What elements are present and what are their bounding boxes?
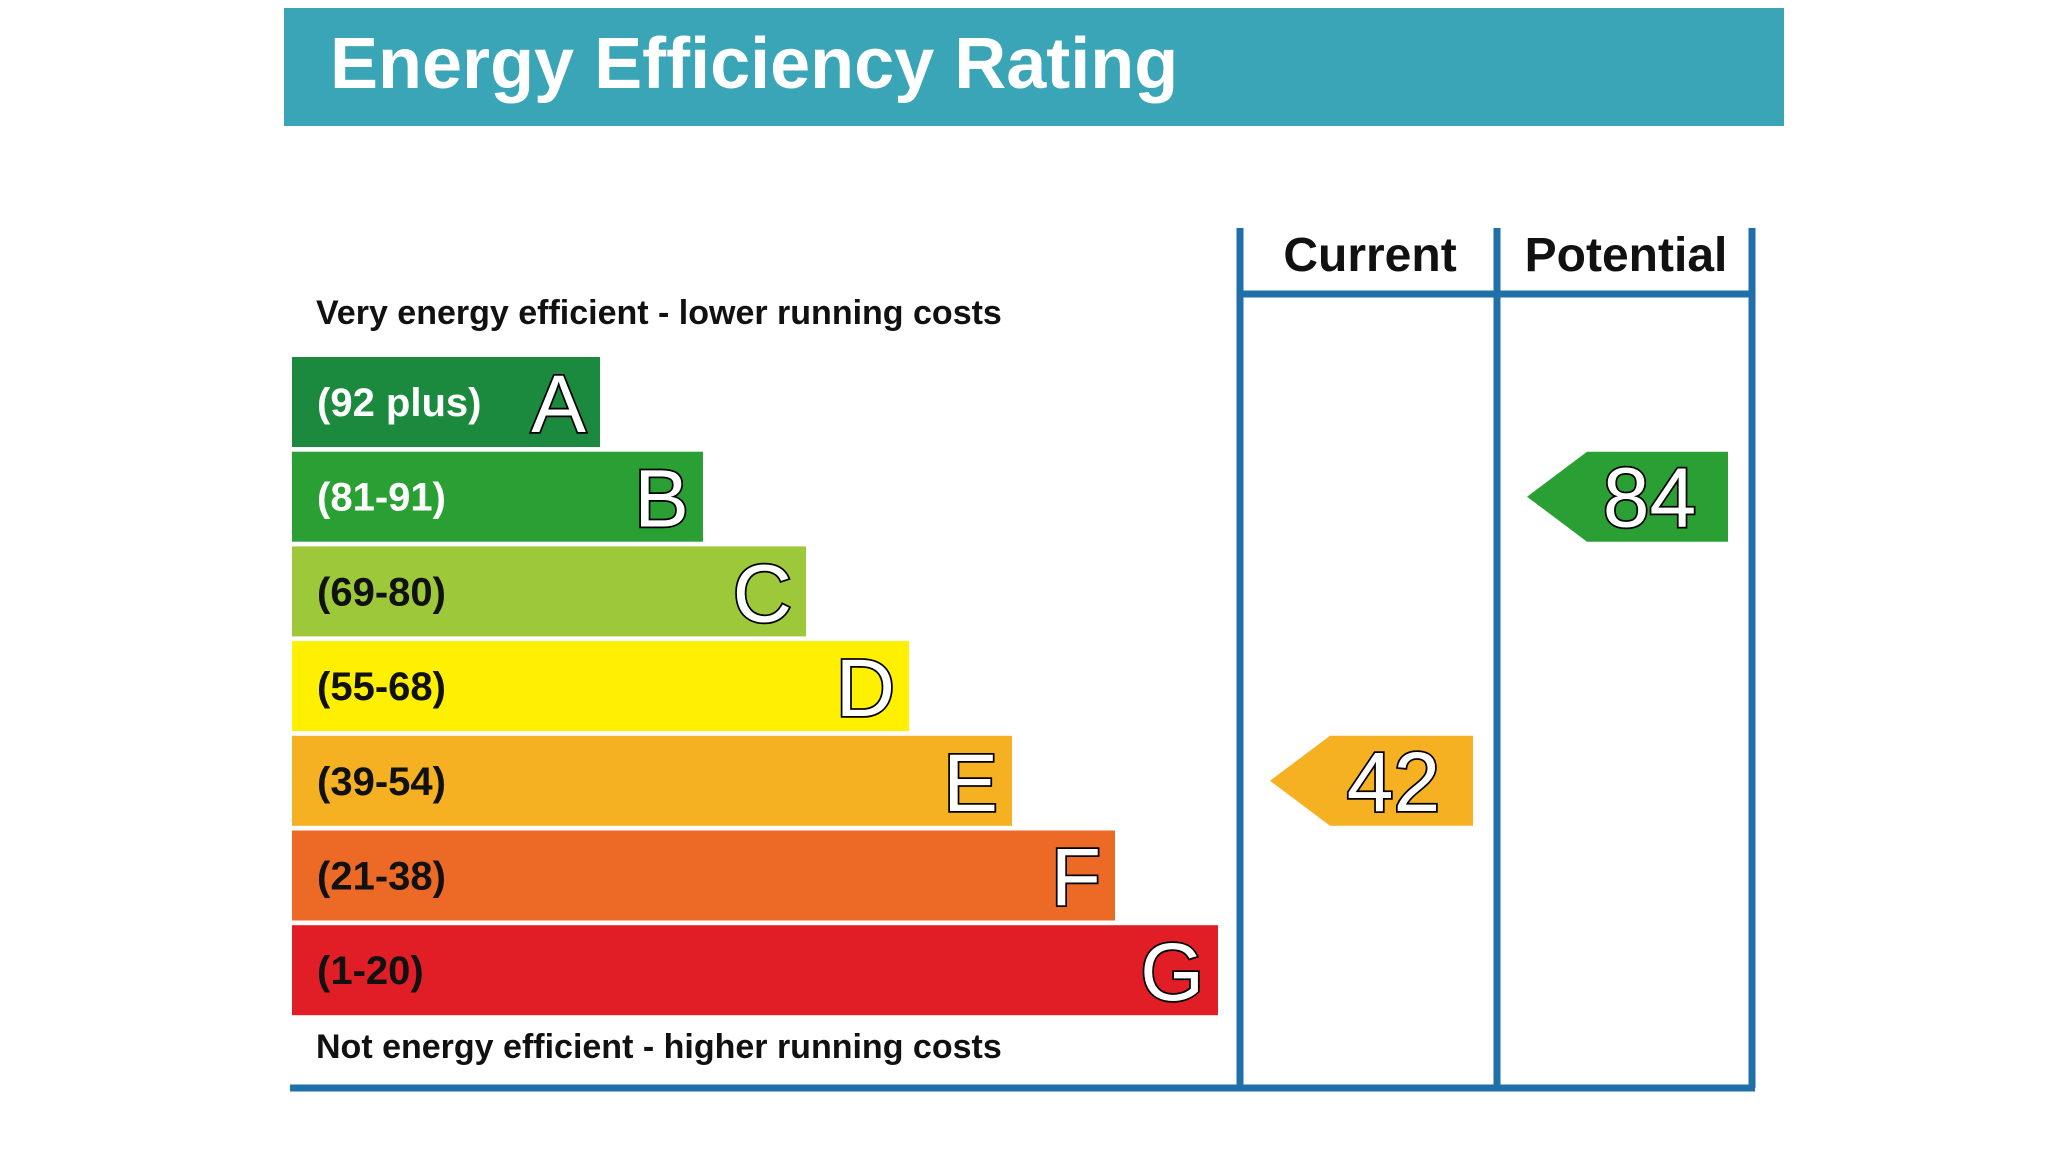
band-bar-a [292, 357, 600, 447]
potential-arrow-shape [1527, 451, 1728, 542]
rating-bands: (92 plus) A(81-91) B(69-80) C(55-68) D(39-54… [292, 357, 1218, 1020]
band-letter: E [943, 738, 998, 829]
band-letter: C [733, 548, 792, 639]
potential-column-header: Potential [1525, 229, 1728, 282]
band-range-label: (69-80) [317, 570, 446, 614]
band-range-label: (55-68) [317, 665, 446, 709]
potential-rating-value: 84 [1603, 451, 1696, 545]
current-arrow-shape [1270, 735, 1473, 826]
band-letter: F [1051, 833, 1101, 924]
band-range-label: (21-38) [317, 855, 446, 899]
band-bar-f [292, 830, 1115, 921]
band-range-label: (39-54) [317, 760, 446, 804]
band-e: (39-54) E [292, 735, 1012, 831]
current-rating-arrow: 42 [1270, 733, 1473, 831]
band-b: (81-91) B [292, 451, 703, 546]
band-letter: D [836, 643, 895, 734]
band-letter: A [531, 359, 586, 450]
band-range-label: (81-91) [317, 476, 446, 520]
rating-arrows: 42 84 [1270, 449, 1728, 831]
top-caption: Very energy efficient - lower running co… [316, 294, 1002, 332]
current-rating-value: 42 [1347, 735, 1440, 829]
band-a: (92 plus) A [292, 357, 600, 452]
band-bar-c [292, 546, 806, 637]
band-f: (21-38) F [292, 830, 1115, 925]
band-bar-e [292, 735, 1012, 826]
chart-title: Energy Efficiency Rating [330, 24, 1178, 104]
band-letter: B [634, 454, 689, 545]
band-d: (55-68) D [292, 641, 909, 736]
band-bar-g [292, 925, 1218, 1016]
band-letter: G [1140, 927, 1204, 1018]
title-bar [284, 8, 1784, 126]
rating-columns-frame [290, 228, 1756, 1092]
band-bar-b [292, 451, 703, 542]
current-column-header: Current [1283, 229, 1456, 282]
band-range-label: (1-20) [317, 949, 424, 993]
band-bar-d [292, 641, 909, 732]
bottom-caption: Not energy efficient - higher running co… [316, 1028, 1002, 1066]
band-c: (69-80) C [292, 546, 806, 641]
potential-rating-arrow: 84 [1527, 449, 1728, 546]
band-g: (1-20) G [292, 925, 1218, 1020]
band-range-label: (92 plus) [317, 381, 481, 425]
